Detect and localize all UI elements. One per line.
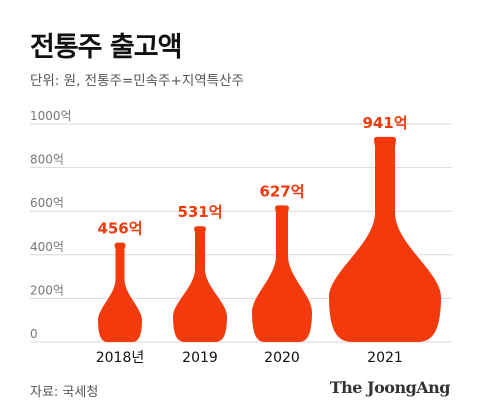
x-tick-label: 2020: [264, 350, 300, 366]
bar-3: [329, 136, 441, 342]
source-note: 자료: 국세청: [30, 385, 99, 400]
x-tick-label: 2021: [367, 350, 403, 366]
bar-0: [98, 242, 142, 342]
y-tick-label: 600억: [30, 196, 64, 210]
data-label: 456억: [97, 220, 142, 238]
x-tick-label: 2018년: [96, 350, 145, 366]
publisher-logo: The JoongAng: [329, 378, 451, 397]
chart-subtitle: 단위: 원, 전통주=민속주+지역특산주: [30, 73, 244, 89]
bar-2: [252, 205, 312, 342]
y-tick-label: 0: [30, 327, 38, 341]
data-label: 627억: [259, 182, 304, 200]
bar-1: [173, 226, 227, 342]
chart-title: 전통주 출고액: [30, 32, 182, 63]
y-tick-label: 800억: [30, 153, 64, 167]
data-label: 941억: [362, 114, 407, 132]
y-tick-label: 400억: [30, 240, 64, 254]
x-tick-label: 2019: [182, 350, 218, 366]
data-label: 531억: [177, 203, 222, 221]
y-tick-label: 200억: [30, 283, 64, 297]
y-tick-label: 1000억: [30, 109, 72, 123]
